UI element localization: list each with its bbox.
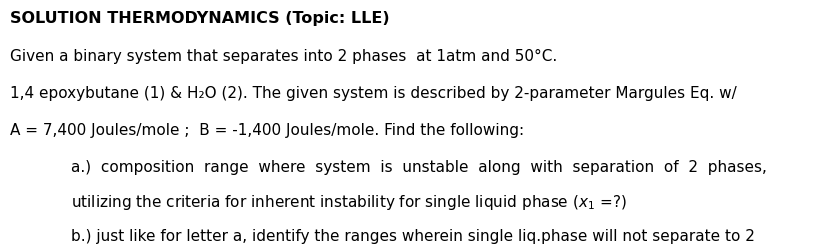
Text: a.)  composition  range  where  system  is  unstable  along  with  separation  o: a.) composition range where system is un… <box>71 160 766 175</box>
Text: b.) just like for letter a, identify the ranges wherein single liq.phase will no: b.) just like for letter a, identify the… <box>71 229 755 244</box>
Text: 1,4 epoxybutane (1) & H₂O (2). The given system is described by 2-parameter Marg: 1,4 epoxybutane (1) & H₂O (2). The given… <box>10 86 737 101</box>
Text: SOLUTION THERMODYNAMICS (Topic: LLE): SOLUTION THERMODYNAMICS (Topic: LLE) <box>10 11 390 26</box>
Text: utilizing the criteria for inherent instability for single liquid phase ($x_{\ma: utilizing the criteria for inherent inst… <box>71 193 627 212</box>
Text: Given a binary system that separates into 2 phases  at 1atm and 50°C.: Given a binary system that separates int… <box>10 49 558 64</box>
Text: A = 7,400 Joules/mole ;  B = -1,400 Joules/mole. Find the following:: A = 7,400 Joules/mole ; B = -1,400 Joule… <box>10 123 524 138</box>
